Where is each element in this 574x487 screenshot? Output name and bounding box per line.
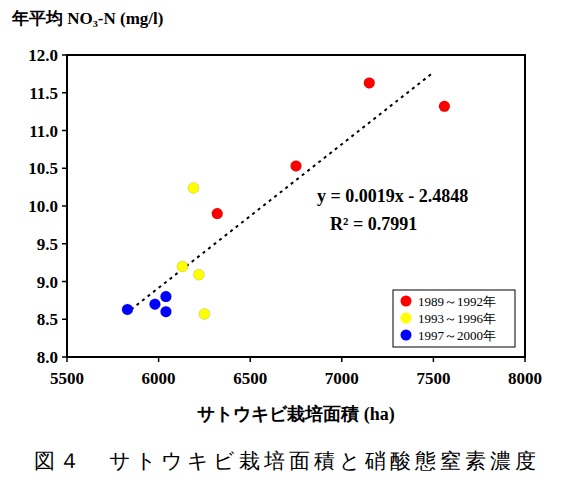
y-tick-label: 9.0 [37,273,58,292]
point [160,306,171,317]
y-tick-label: 10.0 [28,197,58,216]
legend-label: 1997～2000年 [418,328,496,343]
x-tick-label: 7000 [325,369,359,388]
point [177,261,188,272]
point [291,160,302,171]
point [193,269,204,280]
point [364,77,375,88]
annotation: y = 0.0019x - 2.4848 [317,186,468,206]
caption: 図４ サトウキビ栽培面積と硝酸態窒素濃度 [34,449,540,473]
point [122,304,133,315]
title: 年平均 NO₃-N (mg/l) [11,9,163,28]
x-axis-label: サトウキビ栽培面積 (ha) [197,404,395,425]
legend-label: 1993～1996年 [418,311,496,326]
point [149,299,160,310]
legend-marker [401,313,412,324]
x-tick-label: 5500 [50,369,84,388]
x-tick-label: 8000 [508,369,542,388]
y-tick-label: 12.0 [28,46,58,65]
legend-marker [401,330,412,341]
plot-frame [67,55,525,357]
y-tick-label: 10.5 [28,159,58,178]
y-tick-label: 8.0 [37,348,58,367]
legend-marker [401,296,412,307]
legend-box [393,290,515,347]
point [199,308,210,319]
point [160,291,171,302]
annotation: R² = 0.7991 [330,214,417,234]
x-tick-label: 6000 [142,369,176,388]
y-tick-label: 9.5 [37,235,58,254]
chart: 年平均 NO₃-N (mg/l) 8.0 8.5 9.0 9.5 10.0 10.5 11.0… [0,0,574,487]
point [212,208,223,219]
x-tick-label: 6500 [233,369,267,388]
point [188,182,199,193]
y-tick-label: 11.5 [29,84,58,103]
legend-label: 1989～1992年 [418,294,496,309]
y-tick-label: 11.0 [29,122,58,141]
y-tick-label: 8.5 [37,310,58,329]
x-tick-label: 7500 [416,369,450,388]
point [439,101,450,112]
